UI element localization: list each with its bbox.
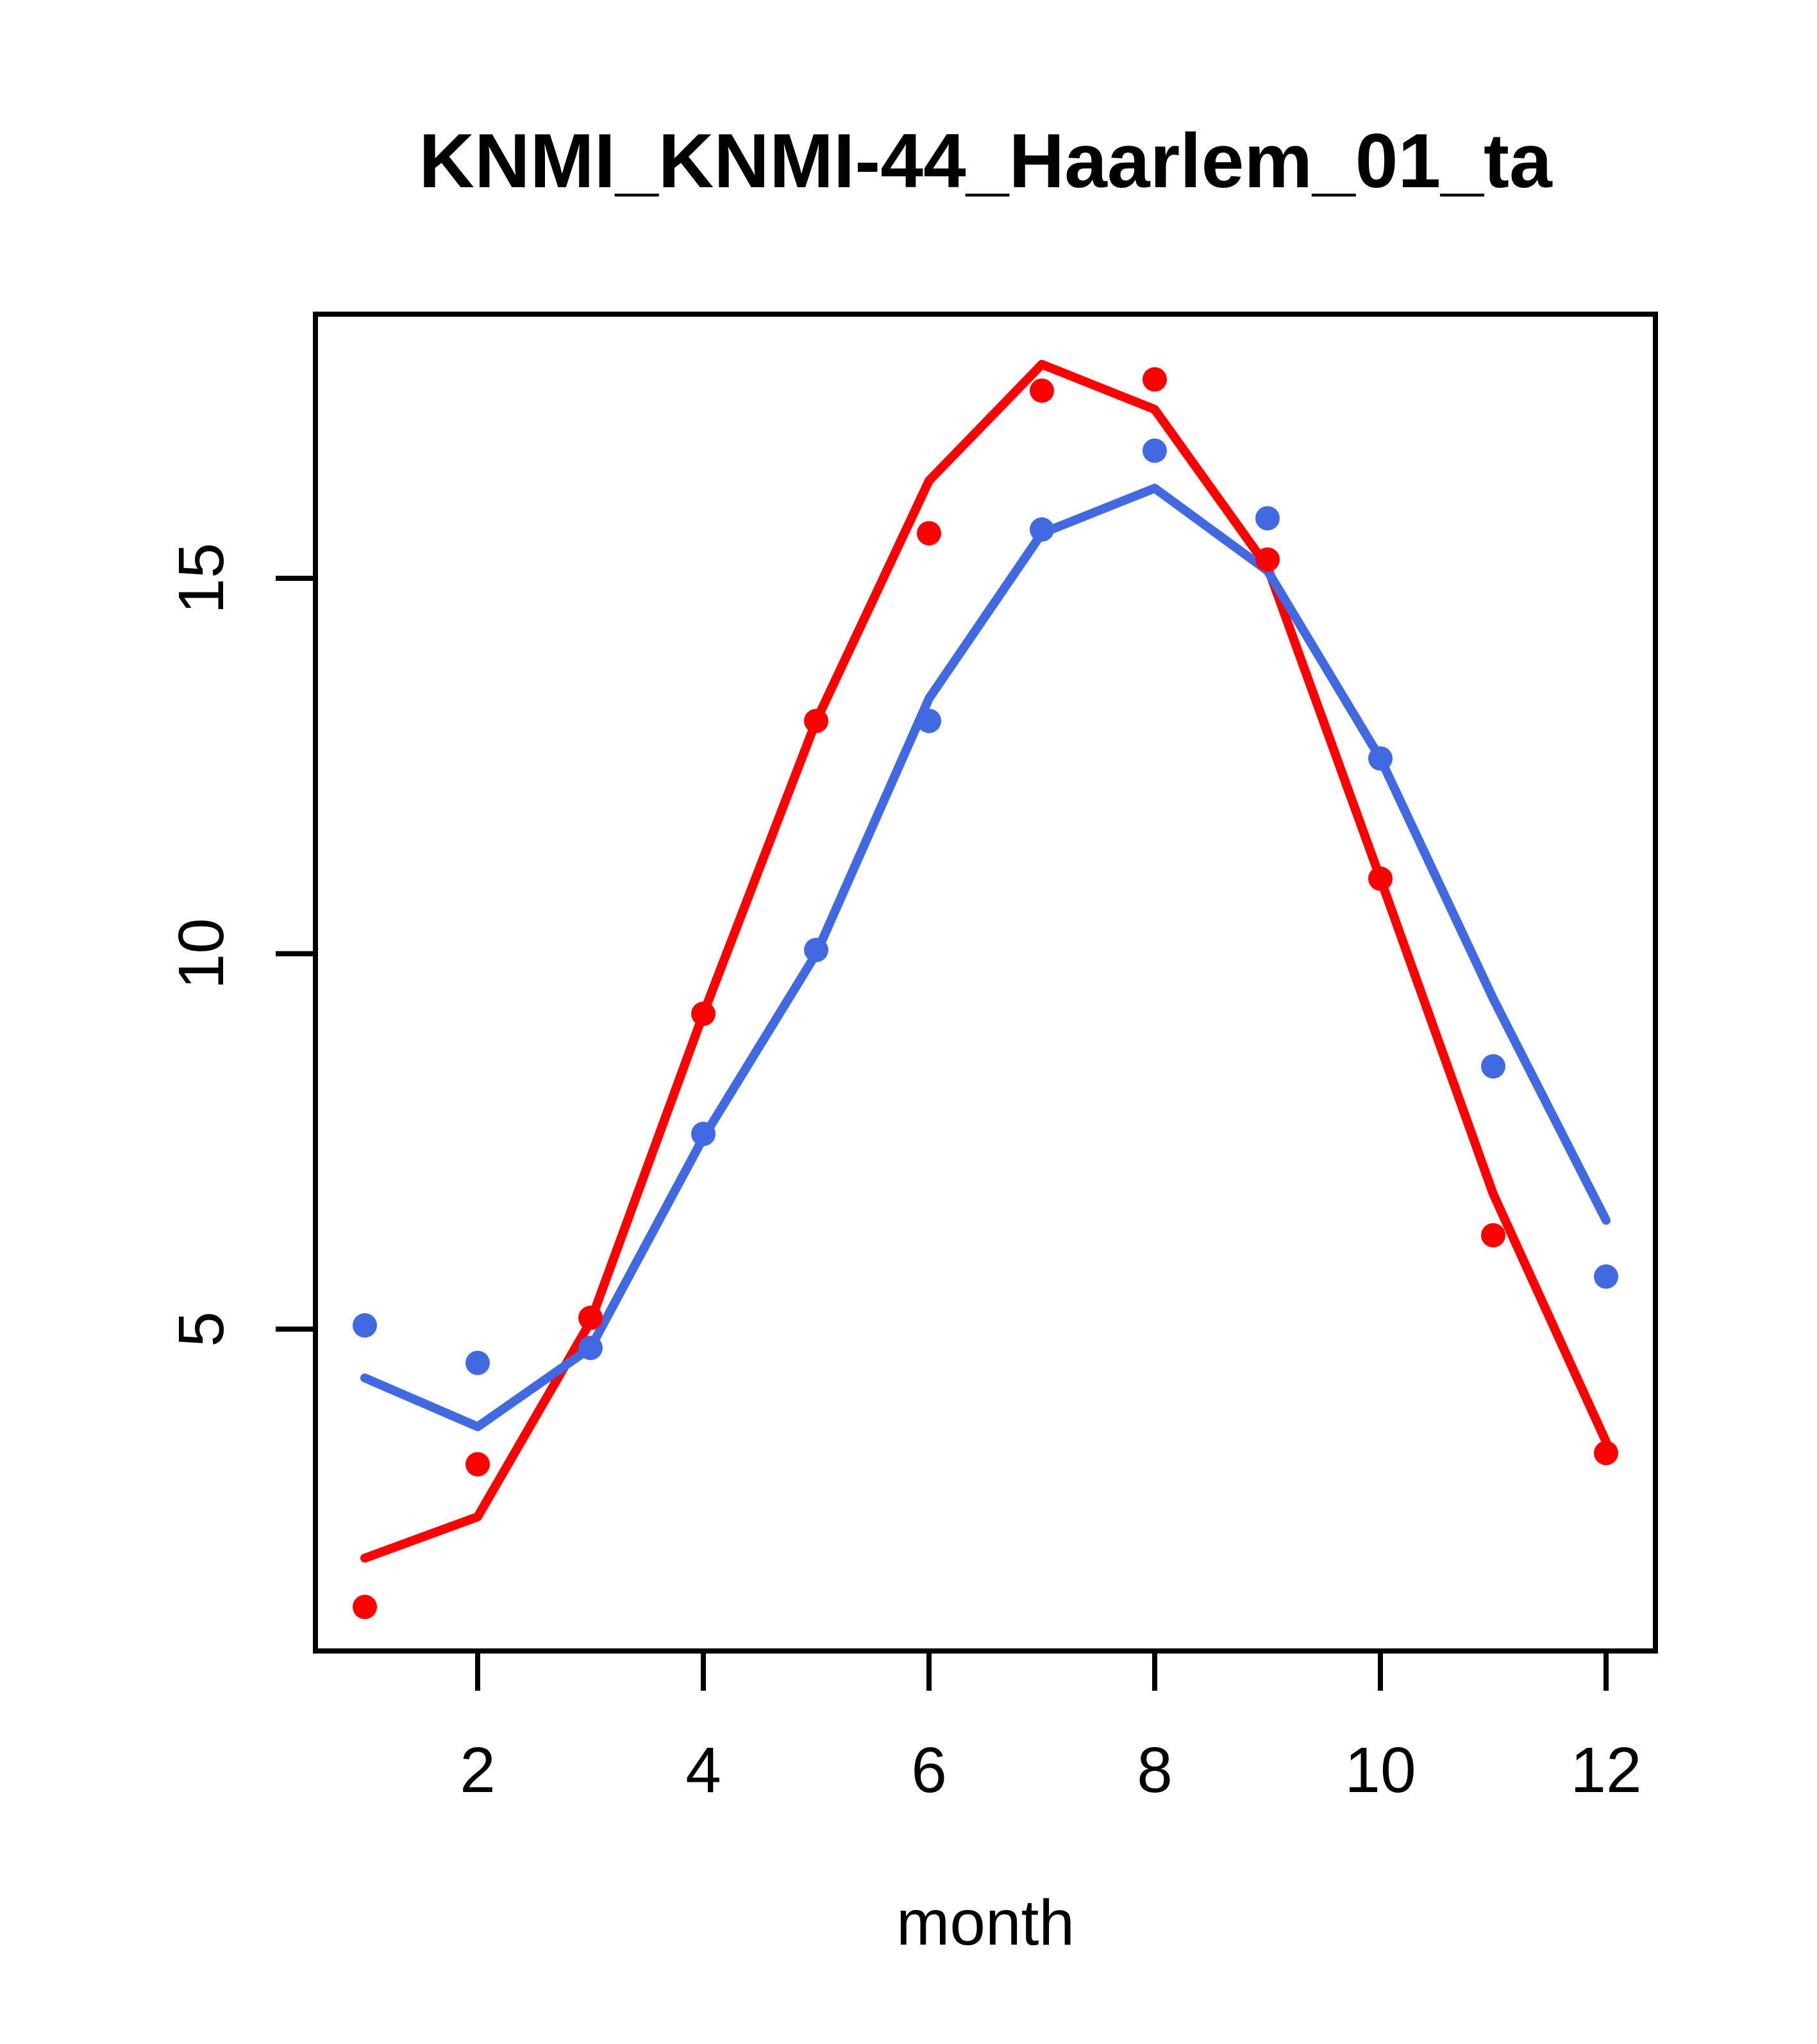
x-tick-label: 2 xyxy=(460,1734,496,1806)
red-point xyxy=(1481,1223,1505,1248)
blue-point xyxy=(1143,438,1167,463)
blue-point xyxy=(691,1121,716,1146)
x-tick-label: 4 xyxy=(685,1734,721,1806)
x-tick-label: 10 xyxy=(1344,1734,1416,1806)
x-axis-title: month xyxy=(896,1887,1075,1959)
red-point xyxy=(917,521,941,546)
blue-point xyxy=(578,1336,603,1361)
red-point xyxy=(465,1452,490,1477)
red-point xyxy=(804,708,828,733)
data-points xyxy=(353,367,1618,1620)
blue-point xyxy=(1594,1264,1618,1289)
y-tick-label: 15 xyxy=(165,542,237,614)
blue-point xyxy=(917,708,941,733)
red-point xyxy=(691,1001,716,1026)
x-tick-label: 12 xyxy=(1570,1734,1641,1806)
x-tick-label: 6 xyxy=(911,1734,947,1806)
blue-point xyxy=(353,1313,377,1338)
red-point xyxy=(1594,1441,1618,1466)
y-axis-ticks: 5 10 15 xyxy=(165,542,315,1347)
plot-box xyxy=(313,312,1658,1654)
x-tick-label: 8 xyxy=(1137,1734,1173,1806)
red-trend-line xyxy=(360,360,1611,1563)
chart-title: KNMI_KNMI-44_Haarlem_01_ta xyxy=(419,118,1553,204)
x-axis-ticks: 2 4 6 8 10 12 xyxy=(460,1651,1642,1806)
red-point xyxy=(1143,367,1167,392)
blue-point xyxy=(1368,746,1393,771)
y-tick-label: 10 xyxy=(165,918,237,989)
red-point xyxy=(1368,866,1393,891)
blue-point xyxy=(465,1350,490,1375)
blue-trend-line xyxy=(360,483,1611,1432)
blue-point xyxy=(804,937,828,962)
red-point xyxy=(1255,547,1280,572)
blue-point xyxy=(1481,1054,1505,1079)
red-point xyxy=(353,1595,377,1620)
blue-point xyxy=(1030,517,1054,542)
red-point xyxy=(578,1305,603,1330)
y-tick-label: 5 xyxy=(165,1311,237,1347)
blue-point xyxy=(1255,506,1280,531)
trend-lines xyxy=(360,360,1611,1563)
red-point xyxy=(1030,378,1054,403)
